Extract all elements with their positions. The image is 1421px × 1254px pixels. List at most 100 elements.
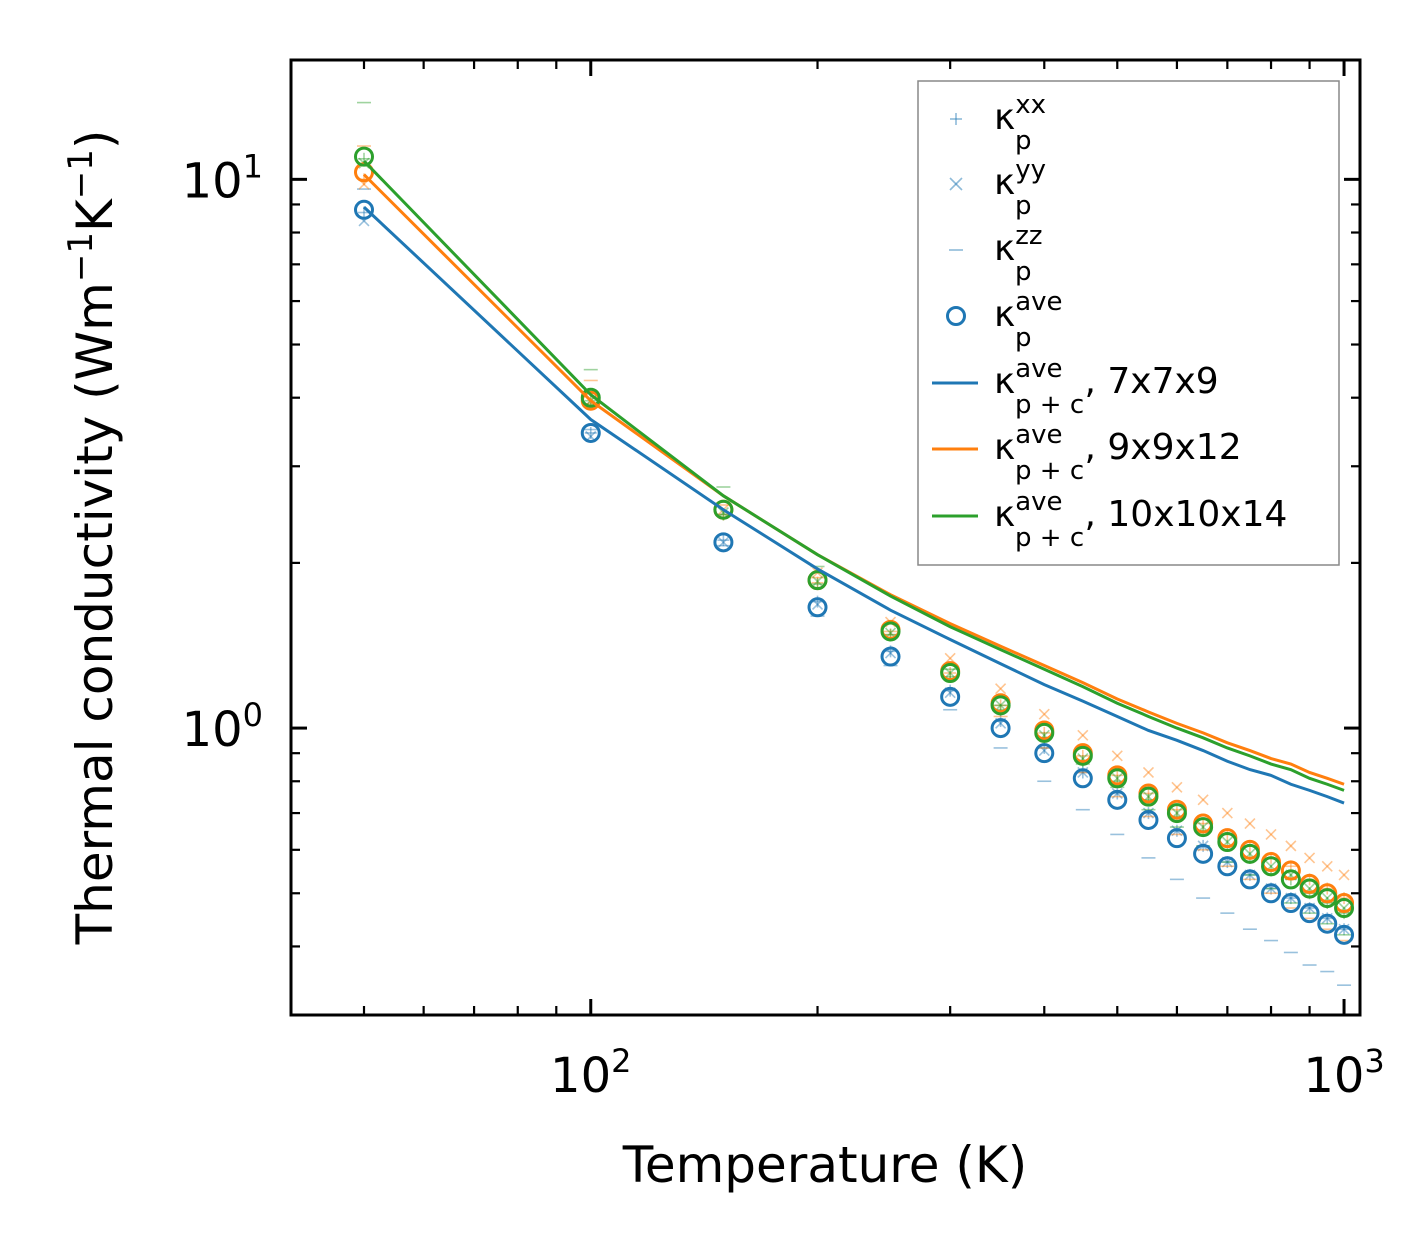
legend-entry-0-marker: [950, 113, 962, 125]
legend-entry-1-marker-b: [949, 177, 963, 191]
kyy-point-s1-7-a: [1038, 708, 1050, 720]
x-tick-label-exp-1: 3: [1364, 1042, 1384, 1080]
legend-entry-0-kappa: κ: [994, 97, 1015, 138]
kave-point-s0-18: [1317, 913, 1338, 934]
kave-point-s0-2: [713, 532, 734, 553]
kave-point-s0-16: [1280, 892, 1301, 913]
kyy-point-s1-15: [1265, 828, 1277, 840]
kyy-point-s1-14-b: [1244, 817, 1256, 830]
legend-entry-1-sup: yy: [1015, 155, 1046, 185]
kyy-point-s1-13: [1221, 807, 1233, 819]
kyy-point-s1-5-a: [944, 652, 956, 664]
legend-entry-6-suffix: , 10x10x14: [1085, 494, 1288, 535]
legend-entry-3-label: κave p: [994, 287, 1063, 353]
legend-entry-1-kappa: κ: [994, 162, 1015, 203]
kyy-point-s1-8-a: [1077, 729, 1089, 741]
kyy-point-s1-17-b: [1304, 852, 1316, 864]
x-tick-label-base-0: 10: [550, 1048, 611, 1104]
kyy-point-s2-6-a: [995, 699, 1007, 711]
y-axis-label-mid: K: [66, 198, 124, 232]
kave-point-s2-12: [1193, 817, 1214, 838]
kave-point-s2-2: [713, 499, 734, 520]
kave-point-s2-4: [880, 621, 901, 642]
legend-box: [917, 80, 1340, 566]
y-axis-label-sup1: −1: [61, 232, 101, 282]
kyy-point-s0-10-b: [1142, 807, 1155, 819]
legend-entry-1-marker: [949, 177, 963, 191]
kyy-point-s0-9-b: [1111, 787, 1123, 800]
line-series-2: [362, 159, 1345, 792]
y-axis-label-main: Thermal conductivity (Wm: [66, 282, 124, 945]
kxx-point-s1-5: [944, 667, 957, 680]
kave-point-s2-9: [1107, 768, 1128, 789]
plot-frame: [289, 58, 1362, 1017]
kave-point-s0-14: [1239, 869, 1260, 890]
legend-entry-0-sup: xx: [1015, 90, 1046, 120]
kyy-point-s0-9: [1111, 787, 1123, 800]
kyy-point-s1-8: [1077, 729, 1089, 741]
kyy-point-s0-10-a: [1142, 807, 1155, 819]
legend-entry-4-suffix: , 7x7x9: [1085, 361, 1219, 402]
kyy-point-s1-16-b: [1285, 840, 1297, 852]
kyy-point-s0-7-b: [1038, 744, 1050, 757]
kave-point-s2-8: [1072, 745, 1093, 766]
line-series-0: [362, 206, 1345, 805]
kave-point-s0-9: [1107, 789, 1128, 810]
kyy-point-s1-11: [1171, 781, 1183, 793]
kave-point-s2-16: [1280, 869, 1301, 890]
kave-point-s2-3: [807, 570, 828, 591]
kave-point-s2-0: [354, 146, 375, 167]
y-tick-label-exp-1: 1: [243, 147, 263, 185]
legend-entry-5-label: κave p + c, 9x9x12: [994, 420, 1242, 486]
legend-entry-5-sup: ave: [1015, 420, 1062, 450]
kxx-point-s1-8: [1076, 749, 1089, 762]
kyy-point-s1-10: [1142, 766, 1155, 779]
kave-point-s0-13: [1217, 856, 1238, 877]
kyy-point-s1-8-b: [1077, 729, 1089, 741]
kyy-point-s2-5-b: [944, 667, 956, 679]
kyy-point-s2-3: [811, 575, 824, 588]
kave-point-s2-14: [1239, 843, 1260, 864]
kyy-point-s0-9-a: [1111, 787, 1123, 800]
kyy-point-s0-10: [1142, 807, 1155, 819]
legend-entry-4-label: κave p + c, 7x7x9: [994, 354, 1219, 420]
legend-entry-0-label: κxx p: [994, 90, 1046, 156]
legend-entry-1-label: κyy p: [994, 155, 1046, 221]
kyy-point-s1-15-a: [1265, 828, 1277, 840]
kyy-point-s1-18-a: [1321, 860, 1333, 872]
legend-entry-4-sub: p + c: [1015, 390, 1084, 420]
kyy-point-s1-19-b: [1338, 869, 1350, 881]
kave-point-s2-7: [1034, 722, 1055, 743]
legend-entry-3-sup: ave: [1015, 287, 1062, 317]
kave-point-s0-17: [1299, 903, 1320, 924]
kyy-point-s1-14-a: [1244, 817, 1256, 830]
kave-point-s0-1: [580, 422, 601, 443]
x-tick-label-base-1: 10: [1303, 1048, 1364, 1104]
kyy-point-s1-10-a: [1142, 766, 1155, 779]
y-axis-label: Thermal conductivity (Wm−1K−1): [61, 130, 124, 946]
kave-point-s0-6: [990, 718, 1011, 739]
kyy-point-s1-12: [1197, 794, 1209, 806]
kave-point-s0-8: [1072, 768, 1093, 789]
kyy-point-s1-9: [1111, 750, 1123, 762]
y-tick-label-base-0: 10: [182, 702, 243, 758]
kave-point-s2-13: [1217, 831, 1238, 852]
kyy-point-s0-2-a: [717, 536, 729, 548]
x-tick-label-exp-0: 2: [611, 1042, 631, 1080]
kyy-point-s2-5: [944, 667, 956, 679]
legend-entry-4-sup: ave: [1015, 354, 1062, 384]
kave-point-s2-10: [1138, 786, 1159, 807]
kxx-point-s1-7: [1038, 726, 1051, 739]
kave-point-s2-5: [940, 663, 961, 684]
kxx-point-s1-6: [994, 699, 1007, 712]
y-axis-label-end: ): [66, 130, 124, 150]
kyy-point-s2-5-a: [944, 667, 956, 679]
kyy-point-s1-12-a: [1197, 794, 1209, 806]
kave-point-s0-11: [1166, 828, 1187, 849]
kyy-point-s1-18: [1321, 860, 1333, 872]
kave-point-s2-17: [1299, 878, 1320, 899]
kyy-point-s2-3-a: [811, 575, 824, 588]
